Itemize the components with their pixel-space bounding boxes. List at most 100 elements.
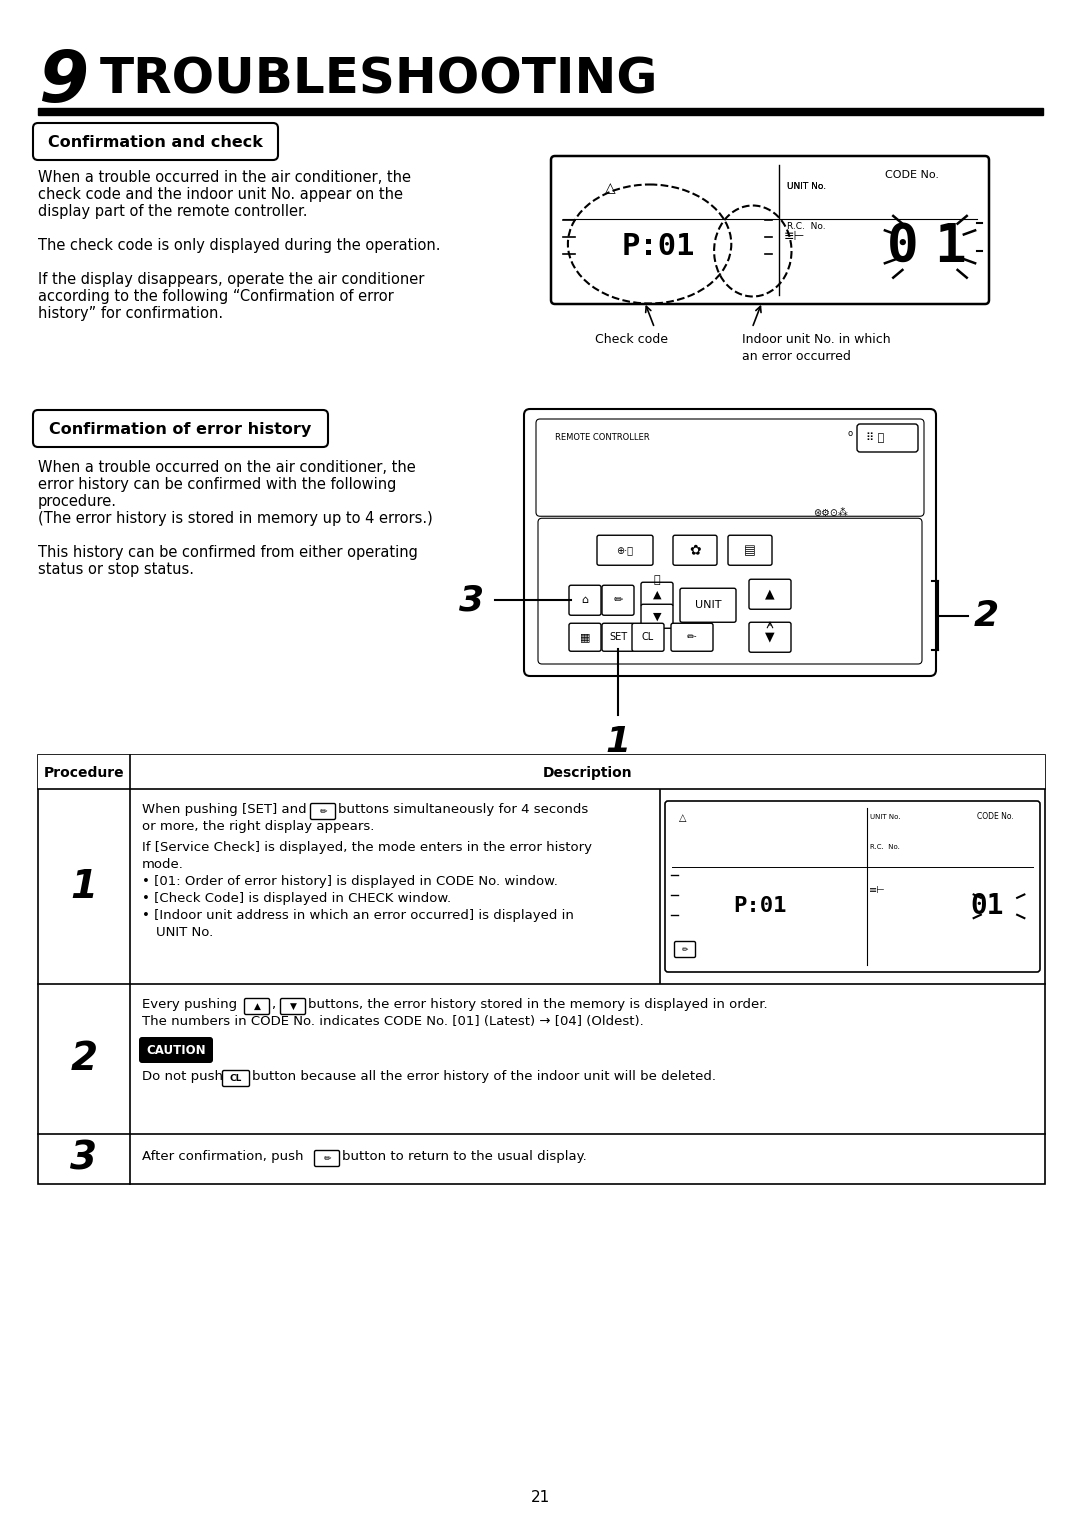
FancyBboxPatch shape [680,589,735,622]
Text: If [Service Check] is displayed, the mode enters in the error history: If [Service Check] is displayed, the mod… [141,840,592,854]
FancyBboxPatch shape [671,624,713,651]
FancyBboxPatch shape [33,124,278,160]
FancyBboxPatch shape [569,586,600,615]
Text: Indoor unit No. in which: Indoor unit No. in which [742,332,891,346]
Text: according to the following “Confirmation of error: according to the following “Confirmation… [38,290,394,303]
Text: ✏: ✏ [613,595,623,605]
Text: After confirmation, push: After confirmation, push [141,1150,303,1164]
Text: buttons simultaneously for 4 seconds: buttons simultaneously for 4 seconds [338,804,589,816]
Text: ✏: ✏ [320,807,327,816]
FancyBboxPatch shape [314,1150,339,1167]
Text: 3: 3 [70,1141,97,1177]
Text: procedure.: procedure. [38,494,117,509]
FancyBboxPatch shape [551,156,989,303]
FancyBboxPatch shape [222,1071,249,1086]
Text: CODE No.: CODE No. [885,169,939,180]
FancyBboxPatch shape [632,624,664,651]
FancyBboxPatch shape [33,410,328,447]
Text: ▲: ▲ [652,589,661,599]
Text: ⊛⚙⊙⁂: ⊛⚙⊙⁂ [812,508,848,518]
Text: REMOTE CONTROLLER: REMOTE CONTROLLER [555,433,650,442]
Text: CODE No.: CODE No. [977,811,1014,820]
Text: If the display disappears, operate the air conditioner: If the display disappears, operate the a… [38,271,424,287]
Text: P:01: P:01 [621,232,694,261]
Text: ✿: ✿ [689,543,701,557]
FancyBboxPatch shape [244,999,270,1014]
Text: display part of the remote controller.: display part of the remote controller. [38,204,308,220]
Text: o: o [848,429,852,438]
Text: ≡⊢: ≡⊢ [869,884,886,895]
Text: P:01: P:01 [733,897,787,917]
Text: 2: 2 [973,599,999,633]
Text: ⏱: ⏱ [653,575,660,586]
Text: • [Check Code] is displayed in CHECK window.: • [Check Code] is displayed in CHECK win… [141,892,451,904]
Text: error history can be confirmed with the following: error history can be confirmed with the … [38,477,396,493]
Text: R.C.  No.: R.C. No. [786,223,825,230]
Text: buttons, the error history stored in the memory is displayed in order.: buttons, the error history stored in the… [308,997,768,1011]
Text: 1: 1 [70,868,97,906]
Text: When a trouble occurred in the air conditioner, the: When a trouble occurred in the air condi… [38,169,411,185]
Text: UNIT: UNIT [694,601,721,610]
Text: history” for confirmation.: history” for confirmation. [38,307,224,320]
Text: When pushing [SET] and: When pushing [SET] and [141,804,307,816]
Text: ,: , [271,997,275,1011]
FancyBboxPatch shape [602,586,634,615]
Text: button because all the error history of the indoor unit will be deleted.: button because all the error history of … [252,1071,716,1083]
Text: ▼: ▼ [289,1002,296,1011]
Text: 2: 2 [70,1040,97,1078]
Text: CL: CL [230,1074,242,1083]
FancyBboxPatch shape [311,804,336,819]
Text: The check code is only displayed during the operation.: The check code is only displayed during … [38,238,441,253]
Text: (The error history is stored in memory up to 4 errors.): (The error history is stored in memory u… [38,511,433,526]
Text: 1: 1 [606,724,631,759]
Text: ≡⊢: ≡⊢ [784,230,805,244]
Text: UNIT No.: UNIT No. [870,814,901,820]
Text: Do not push: Do not push [141,1071,222,1083]
Text: ⠿ ⏻: ⠿ ⏻ [866,433,885,444]
Text: ▼: ▼ [652,612,661,621]
Text: ▲: ▲ [766,587,774,601]
Text: mode.: mode. [141,859,184,871]
Text: △: △ [605,181,616,195]
Text: an error occurred: an error occurred [742,351,851,363]
FancyBboxPatch shape [602,624,634,651]
Text: UNIT No.: UNIT No. [786,181,826,191]
Text: 21: 21 [530,1490,550,1505]
Text: Confirmation of error history: Confirmation of error history [50,422,312,438]
Text: ✏: ✏ [681,944,688,953]
Text: 3: 3 [459,583,485,618]
Text: 1: 1 [934,221,966,273]
Text: status or stop status.: status or stop status. [38,563,194,576]
FancyBboxPatch shape [642,604,673,628]
FancyBboxPatch shape [675,941,696,958]
FancyBboxPatch shape [673,535,717,566]
Text: CAUTION: CAUTION [146,1043,206,1057]
Text: ⊕·⏻: ⊕·⏻ [617,546,634,555]
Bar [38,755,1045,788]
Text: △: △ [679,813,687,824]
FancyBboxPatch shape [665,801,1040,971]
FancyBboxPatch shape [524,409,936,676]
Text: This history can be confirmed from either operating: This history can be confirmed from eithe… [38,544,418,560]
Bar [38,108,1043,114]
Text: ▤: ▤ [744,544,756,557]
FancyBboxPatch shape [569,624,600,651]
Text: 01: 01 [970,892,1003,920]
Text: Description: Description [542,766,632,779]
Text: • [Indoor unit address in which an error occurred] is displayed in: • [Indoor unit address in which an error… [141,909,573,923]
Text: R.C.  No.: R.C. No. [870,843,900,849]
Text: ▦: ▦ [580,633,591,642]
Text: 9: 9 [38,47,89,117]
Text: or more, the right display appears.: or more, the right display appears. [141,820,375,833]
Text: Procedure: Procedure [43,766,124,779]
Text: ▼: ▼ [766,631,774,644]
FancyBboxPatch shape [597,535,653,566]
Text: SET: SET [609,633,627,642]
Text: The numbers in CODE No. indicates CODE No. [01] (Latest) → [04] (Oldest).: The numbers in CODE No. indicates CODE N… [141,1016,644,1028]
FancyBboxPatch shape [538,518,922,663]
Text: Confirmation and check: Confirmation and check [49,136,262,149]
Text: CL: CL [642,633,654,642]
Text: ✏: ✏ [323,1154,330,1164]
Text: When a trouble occurred on the air conditioner, the: When a trouble occurred on the air condi… [38,461,416,474]
Text: TROUBLESHOOTING: TROUBLESHOOTING [100,56,659,104]
